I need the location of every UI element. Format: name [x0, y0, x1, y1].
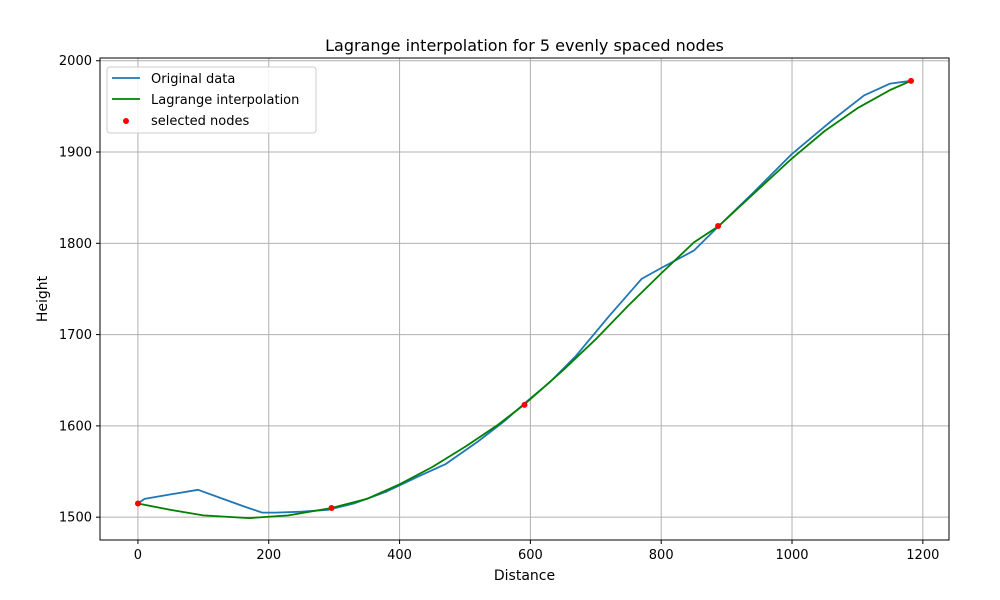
x-tick-label: 200	[256, 548, 281, 563]
y-tick-label: 1600	[59, 419, 92, 434]
x-tick-label: 800	[649, 548, 674, 563]
x-tick-label: 400	[387, 548, 412, 563]
series-layer	[134, 77, 915, 519]
y-tick-label: 1900	[59, 146, 92, 161]
legend: Original data Lagrange interpolation selec…	[106, 66, 317, 134]
y-tick-label: 1500	[59, 511, 92, 526]
series-line	[137, 79, 912, 519]
node-point	[715, 222, 722, 229]
x-tick-label: 1000	[775, 548, 808, 563]
legend-label: selected nodes	[151, 114, 249, 129]
legend-label: Original data	[151, 72, 235, 87]
node-point	[134, 500, 141, 507]
y-tick-label: 2000	[59, 54, 92, 69]
ticks: 0 200 400 600 800 1000 1200 1500 1600 1700 1800 190…	[59, 54, 939, 563]
plot-frame	[99, 57, 950, 541]
y-axis-label: Height	[35, 275, 51, 322]
y-tick-label: 1800	[59, 237, 92, 252]
x-tick-label: 1200	[906, 548, 939, 563]
y-tick-label: 1700	[59, 328, 92, 343]
x-tick-label: 600	[518, 548, 543, 563]
node-point	[908, 77, 915, 84]
chart-title: Lagrange interpolation for 5 evenly spac…	[325, 36, 724, 55]
x-axis-label: Distance	[494, 568, 555, 584]
legend-swatch	[123, 118, 129, 124]
legend-label: Lagrange interpolation	[151, 93, 299, 108]
series-line	[137, 79, 912, 514]
node-point	[328, 505, 335, 512]
x-tick-label: 0	[134, 548, 142, 563]
node-point	[521, 401, 528, 408]
legend-box	[106, 66, 317, 134]
